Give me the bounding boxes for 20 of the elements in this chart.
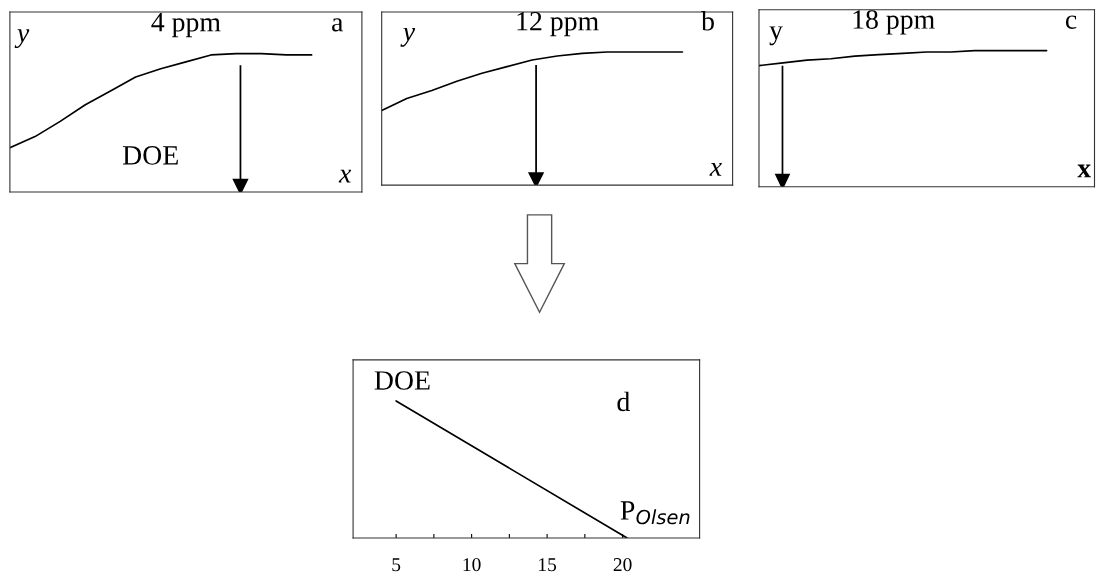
text: 18 ppm [853,10,935,35]
text: a [332,18,344,32]
annotation: d [617,391,630,412]
x-tick-label: 10 [463,558,481,572]
text: DOE [374,371,430,390]
annotation: P$_{Olsen}$ [620,501,690,525]
x-tick-label: 15 [539,558,557,572]
text: 4 ppm [151,13,221,38]
text: y [14,29,30,49]
text: b [701,11,714,31]
annotation: x [1077,164,1091,178]
x-tick-label: 20 [613,558,632,572]
annotation: x [709,162,722,176]
text: 12 ppm [517,11,599,37]
text: c [1065,15,1077,29]
text: y [769,26,783,46]
x-tick-label: 5 [392,558,401,572]
text: y [400,27,416,47]
annotation: x [338,169,352,183]
annotation: DOE [122,146,178,165]
